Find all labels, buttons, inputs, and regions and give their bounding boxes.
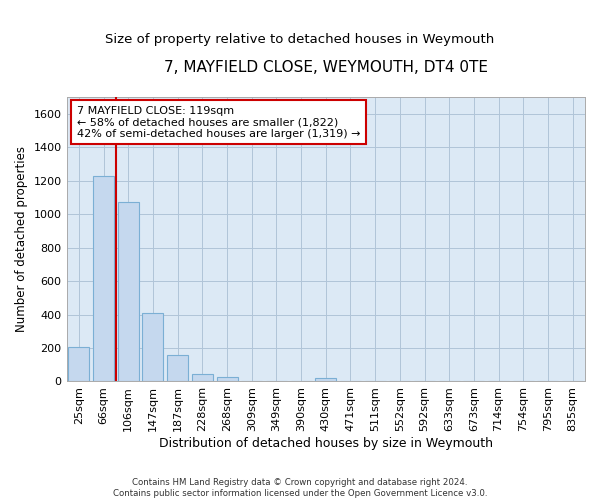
Bar	[217, 377, 238, 382]
Title: 7, MAYFIELD CLOSE, WEYMOUTH, DT4 0TE: 7, MAYFIELD CLOSE, WEYMOUTH, DT4 0TE	[164, 60, 488, 75]
Bar	[118, 202, 139, 382]
X-axis label: Distribution of detached houses by size in Weymouth: Distribution of detached houses by size …	[159, 437, 493, 450]
Text: Size of property relative to detached houses in Weymouth: Size of property relative to detached ho…	[106, 32, 494, 46]
Bar	[315, 378, 336, 382]
Bar	[192, 374, 213, 382]
Y-axis label: Number of detached properties: Number of detached properties	[15, 146, 28, 332]
Bar	[68, 347, 89, 382]
Bar	[93, 176, 114, 382]
Text: Contains HM Land Registry data © Crown copyright and database right 2024.
Contai: Contains HM Land Registry data © Crown c…	[113, 478, 487, 498]
Bar	[142, 313, 163, 382]
Bar	[167, 354, 188, 382]
Text: 7 MAYFIELD CLOSE: 119sqm
← 58% of detached houses are smaller (1,822)
42% of sem: 7 MAYFIELD CLOSE: 119sqm ← 58% of detach…	[77, 106, 361, 138]
